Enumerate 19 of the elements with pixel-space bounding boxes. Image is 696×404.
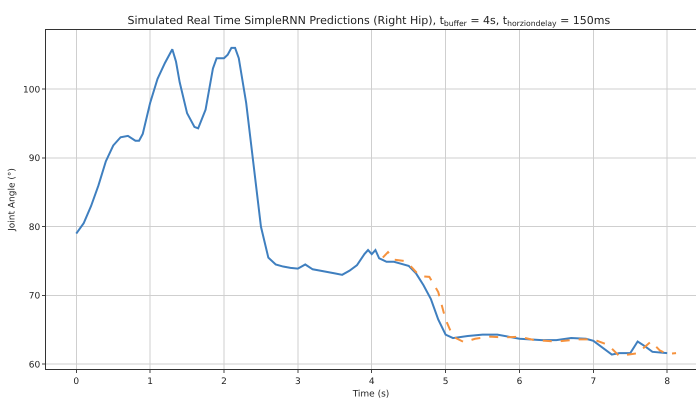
y-tick-label: 80: [28, 222, 40, 233]
y-tick-label: 90: [28, 154, 40, 164]
y-tick-label: 60: [28, 360, 40, 370]
x-tick-label: 2: [221, 376, 227, 387]
x-tick-label: 7: [590, 376, 596, 387]
line-series: [75, 46, 668, 356]
x-tick-label: 1: [147, 376, 154, 387]
chart-title: Simulated Real Time SimpleRNN Predictions (Right Hip), t$_{buffer}$ = 4s, t$_{horziondelay}$ = 150ms: [127, 14, 611, 28]
x-tick-label: 8: [664, 376, 670, 387]
y-tick-label: 100: [23, 85, 40, 96]
x-tick-label: 0: [73, 376, 80, 387]
x-tick-label: 4: [368, 376, 375, 387]
line-series: [382, 251, 678, 357]
y-axis-title: Joint Angle (°): [7, 168, 18, 232]
x-axis-title: Time (s): [352, 390, 390, 400]
x-tick-label: 5: [442, 376, 448, 387]
x-tick-label: 6: [516, 376, 523, 387]
y-tick-label: 70: [28, 292, 40, 302]
x-tick-label: 3: [295, 376, 301, 387]
